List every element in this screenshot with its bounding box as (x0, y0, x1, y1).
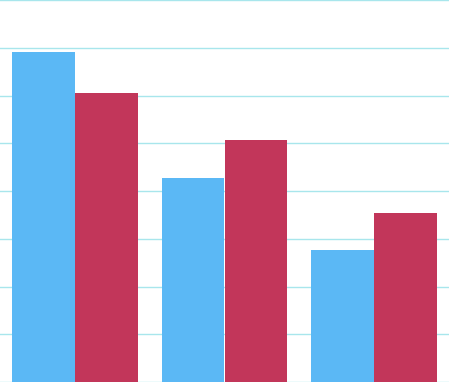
Bar (75, 93, 138, 382)
Bar (162, 178, 224, 382)
Bar (12, 52, 75, 382)
Bar (374, 213, 437, 382)
Bar (224, 140, 287, 382)
Bar (311, 249, 374, 382)
